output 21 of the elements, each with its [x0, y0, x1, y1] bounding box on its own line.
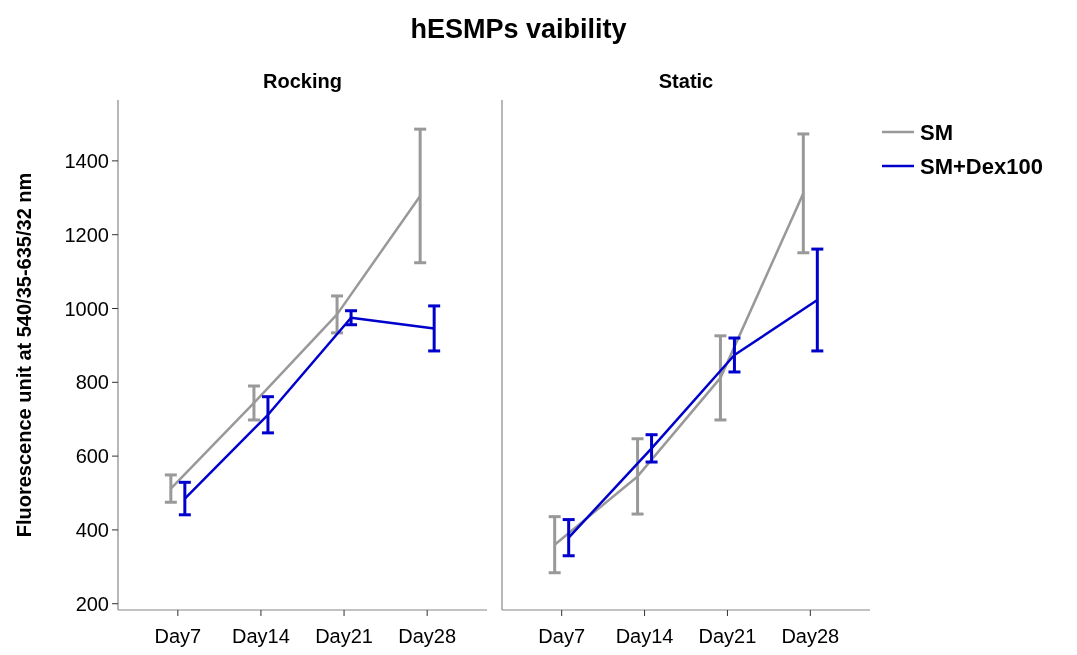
y-tick-label: 200 — [75, 592, 109, 615]
y-tick-label: 400 — [75, 518, 109, 541]
y-tick-label: 1200 — [64, 223, 109, 246]
x-tick-label: Day14 — [615, 625, 674, 647]
x-tick-label: Day14 — [232, 625, 290, 647]
x-tick-label: Day28 — [781, 625, 840, 647]
y-tick-label: 1400 — [64, 149, 109, 172]
x-tick-label: Day28 — [398, 625, 457, 647]
x-tick-label: Day21 — [698, 625, 757, 647]
y-tick-label: 1000 — [64, 297, 109, 320]
chart-subtitle: Rocking — [263, 70, 342, 92]
x-tick-label: Day7 — [538, 625, 586, 647]
x-tick-label: Day21 — [315, 625, 373, 647]
legend-label: SM — [920, 119, 953, 145]
x-tick-label: Day7 — [154, 625, 202, 647]
chart-title: hESMPs vaibility — [410, 14, 627, 44]
y-axis-title: Fluorescence unit at 540/35-635/32 nm — [13, 172, 35, 538]
y-tick-label: 800 — [75, 371, 109, 394]
chart-subtitle: Static — [658, 70, 714, 92]
y-tick-label: 600 — [75, 445, 109, 468]
legend-label: SM+Dex100 — [920, 153, 1043, 179]
